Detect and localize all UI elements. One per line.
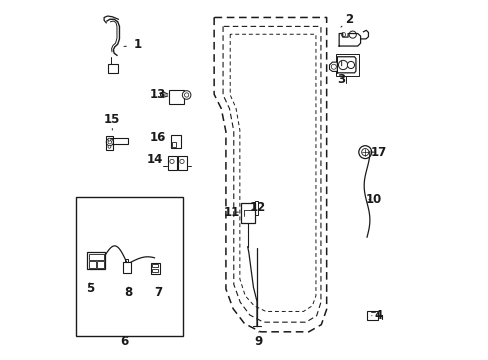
Text: 7: 7 [154, 286, 162, 299]
Bar [152, 264, 158, 267]
Text: 2: 2 [340, 13, 352, 27]
Text: 13: 13 [150, 89, 166, 102]
Text: 15: 15 [104, 113, 120, 130]
Bar [88, 261, 96, 268]
Circle shape [341, 32, 345, 37]
Bar [108, 64, 118, 73]
Bar [108, 138, 128, 144]
Text: 12: 12 [249, 201, 265, 214]
Bar [170, 135, 181, 148]
Circle shape [361, 149, 368, 156]
Bar [366, 311, 377, 320]
Polygon shape [329, 62, 337, 71]
Text: 8: 8 [124, 286, 132, 299]
Circle shape [106, 139, 113, 146]
Text: 1: 1 [124, 39, 141, 51]
Text: 10: 10 [365, 193, 381, 206]
Bar [88, 254, 103, 260]
Bar [171, 142, 176, 147]
Circle shape [348, 31, 356, 38]
Text: 14: 14 [146, 153, 163, 166]
Text: 17: 17 [369, 146, 386, 159]
Polygon shape [339, 33, 360, 46]
Bar [87, 252, 105, 269]
Circle shape [108, 145, 111, 148]
Text: 9: 9 [254, 332, 263, 348]
Text: 3: 3 [337, 61, 345, 86]
Bar [255, 201, 258, 215]
Text: 6: 6 [120, 335, 128, 348]
Bar [167, 156, 176, 170]
Bar [169, 90, 184, 104]
Circle shape [169, 159, 174, 163]
Circle shape [331, 64, 336, 69]
Circle shape [108, 138, 111, 141]
Bar [123, 262, 131, 273]
Bar [76, 197, 183, 337]
Bar [177, 156, 186, 170]
Bar [152, 269, 158, 272]
Text: 4: 4 [371, 309, 382, 322]
Circle shape [358, 146, 371, 158]
Polygon shape [337, 57, 355, 73]
Text: 16: 16 [149, 131, 166, 144]
Text: 5: 5 [85, 283, 94, 296]
Bar [241, 203, 254, 223]
Circle shape [182, 91, 190, 99]
Bar [97, 261, 103, 268]
Text: 11: 11 [224, 206, 240, 219]
Bar [106, 136, 112, 150]
Bar [335, 54, 358, 76]
Polygon shape [160, 92, 167, 98]
Circle shape [338, 60, 347, 69]
Circle shape [346, 62, 354, 68]
Bar [151, 263, 160, 274]
Circle shape [180, 159, 184, 163]
